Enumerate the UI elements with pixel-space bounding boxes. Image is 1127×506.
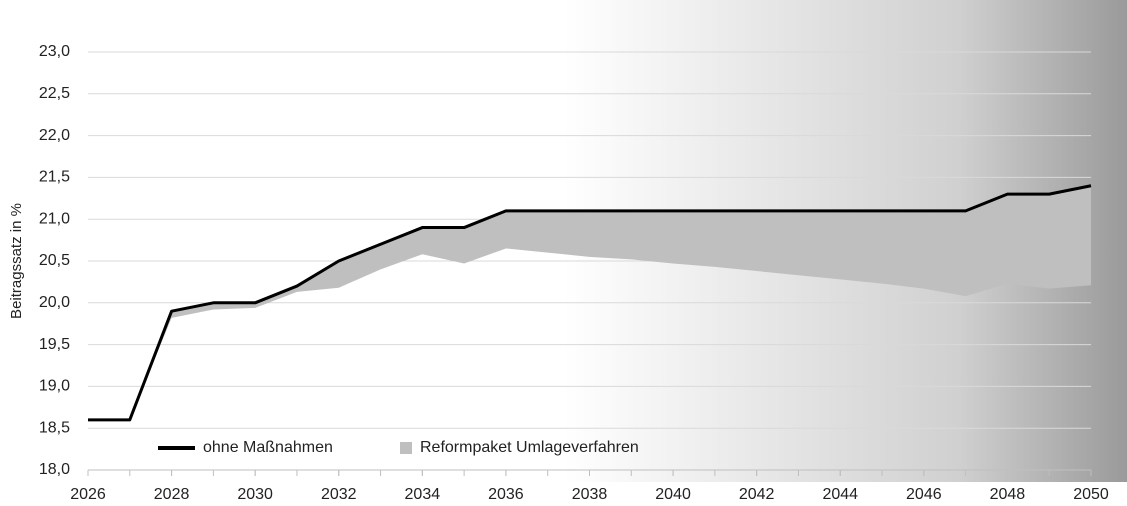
- legend-swatch: [400, 442, 412, 454]
- legend-label: ohne Maßnahmen: [203, 439, 333, 456]
- x-tick-label: 2036: [488, 486, 524, 503]
- x-tick-label: 2030: [237, 486, 273, 503]
- x-tick-label: 2046: [906, 486, 942, 503]
- legend-label: Reformpaket Umlageverfahren: [420, 439, 639, 456]
- y-tick-label: 18,5: [39, 419, 70, 436]
- y-tick-label: 21,5: [39, 169, 70, 186]
- line: [88, 184, 1092, 422]
- x-tick-label: 2038: [572, 486, 608, 503]
- x-tick-label: 2032: [321, 486, 357, 503]
- area: [88, 185, 1091, 420]
- x-tick-label: 2050: [1073, 486, 1109, 503]
- x-tick-label: 2026: [70, 486, 106, 503]
- x-tick-label: 2044: [822, 486, 858, 503]
- y-tick-label: 19,0: [39, 378, 70, 395]
- y-tick-label: 22,0: [39, 127, 70, 144]
- x-tick-label: 2048: [990, 486, 1026, 503]
- x-tick-label: 2042: [739, 486, 775, 503]
- y-axis-label: Beitragssatz in %: [8, 203, 25, 319]
- y-tick-label: 21,0: [39, 210, 70, 227]
- y-tick-label: 18,0: [39, 461, 70, 478]
- y-tick-label: 23,0: [39, 43, 70, 60]
- y-tick-label: 20,5: [39, 252, 70, 269]
- x-tick-label: 2034: [405, 486, 441, 503]
- x-tick-label: 2040: [655, 486, 691, 503]
- y-tick-label: 22,5: [39, 85, 70, 102]
- y-tick-label: 19,5: [39, 336, 70, 353]
- x-tick-label: 2028: [154, 486, 190, 503]
- y-tick-label: 20,0: [39, 294, 70, 311]
